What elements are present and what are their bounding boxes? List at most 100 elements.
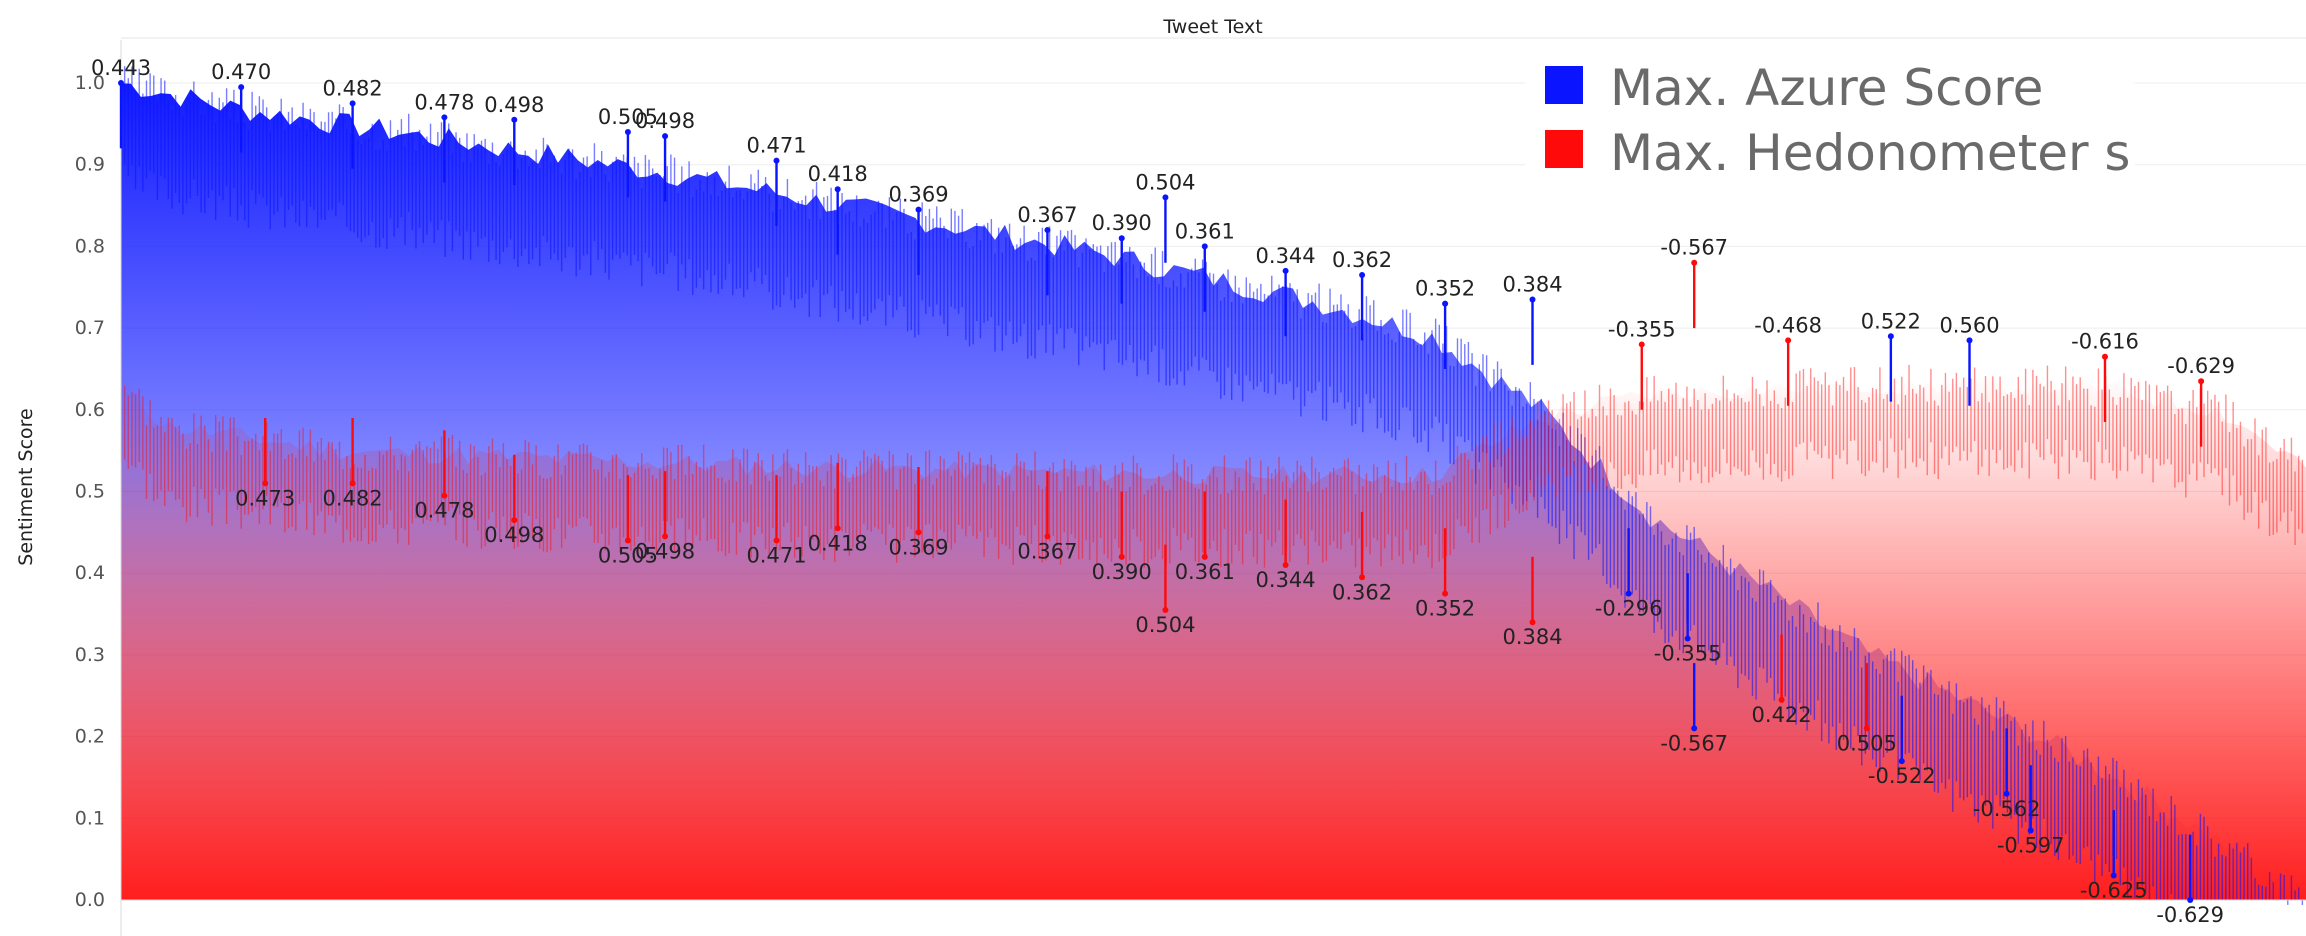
y-tick-label: 0.9 <box>75 154 105 176</box>
upper-spike-dot <box>1442 300 1449 307</box>
lower-spike-dot <box>1778 696 1785 703</box>
data-label: 0.482 <box>323 76 383 100</box>
data-label: 0.369 <box>888 183 948 207</box>
upper-spike-dot <box>834 186 841 193</box>
data-label: -0.355 <box>1654 642 1722 666</box>
data-label: 0.362 <box>1332 580 1392 604</box>
lower-spike-dot <box>2003 790 2010 797</box>
legend-background <box>1525 44 2135 186</box>
data-label: -0.625 <box>2080 878 2148 902</box>
upper-spike-dot <box>238 84 245 91</box>
data-label: 0.422 <box>1752 703 1812 727</box>
chart-title: Tweet Text <box>1162 16 1262 38</box>
data-label: 0.384 <box>1502 625 1562 649</box>
lower-spike-dot <box>1282 562 1289 569</box>
upper-spike-dot <box>118 80 124 86</box>
data-label: 0.482 <box>323 486 383 510</box>
legend-label-azure: Max. Azure Score <box>1610 59 2043 117</box>
data-label: 0.478 <box>414 499 474 523</box>
lower-spike-dot <box>624 537 631 544</box>
data-label: 0.361 <box>1175 560 1235 584</box>
upper-spike-dot <box>1887 333 1894 340</box>
data-label: 0.473 <box>235 486 295 510</box>
data-label: 0.498 <box>484 523 544 547</box>
data-spikes <box>121 66 2304 905</box>
lower-spike-dot <box>1625 590 1632 597</box>
lower-spike-dot <box>662 533 669 540</box>
upper-spike-dot <box>441 114 448 121</box>
hedonometer-series-band <box>121 374 2306 900</box>
upper-spike-dot <box>511 116 518 123</box>
data-label: -0.567 <box>1660 731 1728 755</box>
upper-spike-dot <box>2101 353 2108 360</box>
data-label: -0.567 <box>1660 236 1728 260</box>
upper-spike-dot <box>662 133 669 140</box>
upper-spike-dot <box>1966 337 1973 344</box>
data-label: 0.362 <box>1332 248 1392 272</box>
lower-spike-dot <box>1359 574 1366 581</box>
data-label: 0.352 <box>1415 597 1475 621</box>
lower-spike-dot <box>1898 758 1905 765</box>
data-label: 0.505 <box>598 105 658 129</box>
lower-spike-dot <box>1118 553 1125 560</box>
upper-spike-dot <box>1529 296 1536 303</box>
y-tick-label: 0.5 <box>75 481 105 503</box>
lower-spike-dot <box>2027 827 2034 834</box>
upper-spike-dot <box>1201 243 1208 250</box>
y-tick-label: 0.8 <box>75 235 105 257</box>
y-tick-label: 1.0 <box>75 72 105 94</box>
lower-spike-dot <box>1529 619 1536 626</box>
legend: Max. Azure Score Max. Hedonometer s <box>1525 44 2135 186</box>
upper-spike-dot <box>1118 235 1125 242</box>
data-label: 0.505 <box>598 544 658 568</box>
y-tick-label: 0.3 <box>75 644 105 666</box>
lower-spike-dot <box>1691 725 1698 732</box>
data-label: 0.498 <box>484 93 544 117</box>
upper-spike-dot <box>1162 194 1169 201</box>
data-label: 0.384 <box>1502 273 1562 297</box>
lower-spike-dot <box>834 525 841 532</box>
lower-spike-dot <box>511 517 518 524</box>
lower-spike-dot <box>1044 533 1051 540</box>
lower-spike-dot <box>1442 590 1449 597</box>
upper-spike-dot <box>915 206 922 213</box>
upper-spike-dot <box>1282 267 1289 274</box>
lower-spike-dot <box>1863 725 1870 732</box>
y-tick-label: 0.1 <box>75 807 105 829</box>
data-label: -0.562 <box>1973 797 2041 821</box>
lower-spike-dot <box>441 492 448 499</box>
y-axis-title: Sentiment Score <box>15 408 37 565</box>
upper-spike-dot <box>1359 271 1366 278</box>
data-label: 0.522 <box>1861 309 1921 333</box>
y-axis-ticks: 0.0 0.1 0.2 0.3 0.4 0.5 0.6 0.7 0.8 0.9 1.0 <box>75 72 105 911</box>
lower-spike-dot <box>262 480 269 487</box>
legend-swatch-azure <box>1545 66 1583 104</box>
data-label: 0.390 <box>1092 560 1152 584</box>
data-label: 0.471 <box>746 544 806 568</box>
upper-spike-dot <box>624 129 631 136</box>
data-label: -0.355 <box>1608 317 1676 341</box>
data-bands <box>121 83 2306 901</box>
upper-spike-dot <box>2198 378 2205 385</box>
lower-spike-dot <box>349 480 356 487</box>
data-label: 0.361 <box>1175 219 1235 243</box>
data-label: -0.616 <box>2071 330 2139 354</box>
data-label: 0.505 <box>1837 731 1897 755</box>
legend-swatch-hedonometer <box>1545 130 1583 168</box>
lower-spike-dot <box>915 529 922 536</box>
data-label: -0.597 <box>1997 834 2065 858</box>
upper-spike-dot <box>1785 337 1792 344</box>
data-label: 0.352 <box>1415 277 1475 301</box>
upper-spike-dot <box>1691 259 1698 266</box>
upper-spike-dot <box>773 157 780 164</box>
lower-spike-dot <box>773 537 780 544</box>
data-label: 0.369 <box>888 535 948 559</box>
data-label: 0.344 <box>1256 244 1316 268</box>
data-label: 0.418 <box>808 162 868 186</box>
lower-spike-dot <box>1162 606 1169 613</box>
upper-spike-dot <box>1044 227 1051 234</box>
data-label: 0.471 <box>746 134 806 158</box>
